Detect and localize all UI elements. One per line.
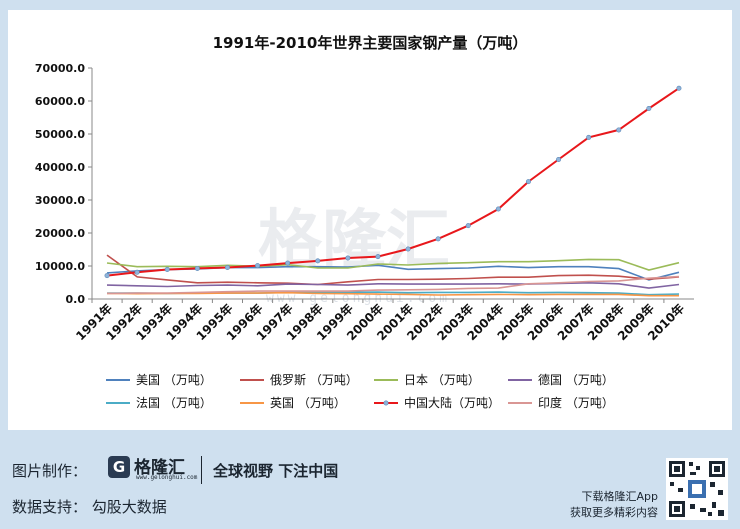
series-line-2 (106, 258, 680, 271)
y-tick-label: 20000.0 (35, 227, 85, 240)
series-point (285, 260, 291, 266)
series-point (435, 236, 441, 242)
series-point (646, 105, 652, 111)
made-by-label: 图片制作： (12, 462, 88, 480)
series-point (104, 273, 110, 279)
brand-url: www.gelonghui.com (136, 474, 198, 481)
series-lines (104, 85, 682, 297)
series-point (405, 246, 411, 252)
y-tick-label: 10000.0 (35, 260, 85, 273)
chart-card: 格隆汇 www.gelonghui.com 1991年-2010年世界主要国家钢… (8, 10, 732, 430)
legend-label: 日本 （万吨） (404, 373, 480, 387)
series-point (556, 157, 562, 163)
y-tick-labels: 70000.0 60000.0 50000.0 40000.0 30000.0 20000… (35, 62, 92, 306)
series-point (315, 258, 321, 264)
chart-title: 1991年-2010年世界主要国家钢产量（万吨） (213, 34, 528, 52)
y-tick-label: 60000.0 (35, 95, 85, 108)
series-point (616, 127, 622, 133)
series-point (375, 254, 381, 260)
legend-label: 俄罗斯 （万吨） (270, 373, 358, 387)
series-line-1 (106, 254, 680, 286)
legend-label: 德国 （万吨） (538, 372, 614, 387)
series-point (134, 269, 140, 275)
legend-marker (383, 400, 389, 406)
brand-name: 格隆汇 (134, 458, 185, 478)
brand-logo-icon (108, 456, 130, 478)
series-point (255, 263, 261, 269)
data-support-label: 数据支持： 勾股大数据 (12, 498, 167, 516)
legend-label: 美国 （万吨） (136, 373, 212, 387)
download-app-text: 下载格隆汇App (581, 490, 659, 503)
series-point (495, 206, 501, 212)
steel-output-chart: 格隆汇 www.gelonghui.com 1991年-2010年世界主要国家钢… (35, 34, 694, 410)
series-point (676, 85, 682, 91)
legend-label: 印度 （万吨） (538, 395, 614, 410)
series-point (224, 265, 230, 271)
series-line-6 (106, 87, 680, 277)
y-tick-label: 0.0 (66, 293, 86, 306)
series-point (465, 223, 471, 229)
x-tick-labels: 1991年1992年1993年1994年1995年1996年1997年1998年… (72, 299, 687, 343)
legend-label: 英国 （万吨） (270, 396, 346, 410)
slogan: 全球视野 下注中国 (213, 462, 339, 480)
series-point (525, 179, 531, 185)
series-point (586, 134, 592, 140)
y-tick-label: 40000.0 (35, 161, 85, 174)
series-point (194, 265, 200, 271)
y-tick-label: 50000.0 (35, 128, 85, 141)
y-tick-label: 30000.0 (35, 194, 85, 207)
series-line-7 (106, 275, 680, 295)
qr-code-icon[interactable] (666, 458, 728, 520)
legend-label: 中国大陆（万吨） (404, 395, 500, 410)
footer-divider (201, 456, 202, 484)
y-tick-label: 70000.0 (35, 62, 85, 75)
qr-code-graphic (669, 461, 725, 517)
series-line-3 (106, 281, 680, 289)
more-content-text: 获取更多精彩内容 (570, 506, 658, 519)
series-line-5 (106, 291, 679, 297)
legend-label: 法国 （万吨） (136, 396, 212, 410)
footer: 图片制作： 格隆汇 www.gelonghui.com 全球视野 下注中国 数据… (0, 436, 740, 529)
series-point (164, 266, 170, 272)
series-point (345, 255, 351, 261)
legend: 美国 （万吨） 俄罗斯 （万吨） 日本 （万吨） 德国 （万吨） 法国 （万吨） 英国 （… (106, 372, 614, 410)
